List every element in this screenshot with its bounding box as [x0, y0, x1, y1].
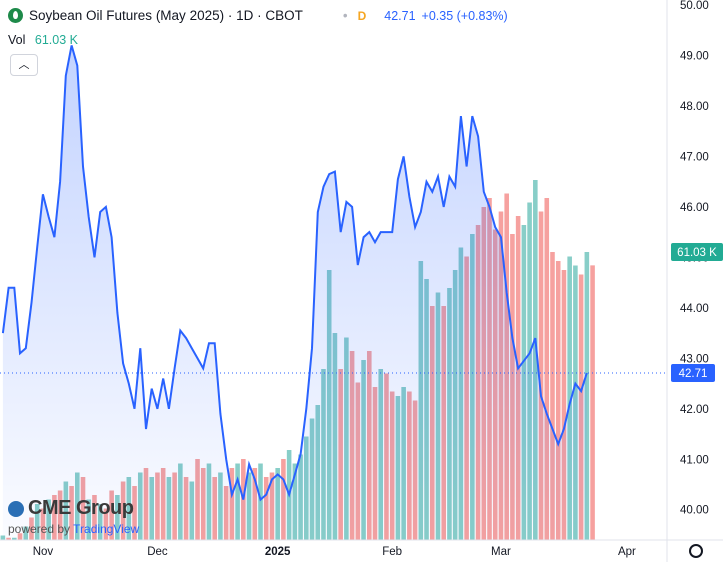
- y-tick-label: 43.00: [680, 353, 709, 365]
- volume-tag-box: [671, 243, 723, 261]
- volume-bar: [550, 252, 555, 540]
- chart-header: Soybean Oil Futures (May 2025) · 1D · CB…: [8, 8, 508, 23]
- cme-logo[interactable]: CME Group powered by TradingView: [8, 497, 139, 536]
- x-tick-label: Mar: [491, 546, 511, 558]
- axis-tags: 42.71 61.03 K: [671, 243, 723, 382]
- x-tick-label: Feb: [382, 546, 402, 558]
- price-change: +0.35 (+0.83%): [421, 8, 508, 23]
- volume-tag-label: 61.03 K: [677, 247, 717, 259]
- x-tick-label: 2025: [265, 546, 291, 558]
- collapse-legend-button[interactable]: ︿: [10, 54, 38, 76]
- y-tick-label: 48.00: [680, 101, 709, 113]
- powered-by: powered by TradingView: [8, 522, 139, 536]
- y-tick-label: 44.00: [680, 303, 709, 315]
- interval-badge: D: [357, 8, 367, 23]
- powered-prefix: powered by: [8, 522, 71, 536]
- price-area: [0, 45, 667, 541]
- y-tick-label: 42.00: [680, 404, 709, 416]
- chevron-up-icon: ︿: [18, 59, 30, 71]
- volume-bar: [0, 535, 6, 540]
- tradingview-name: TradingView: [73, 522, 140, 536]
- price-tag-box: [671, 363, 715, 382]
- y-tick-label: 40.00: [680, 505, 709, 517]
- y-tick-label: 49.00: [680, 51, 709, 63]
- separator-dot-icon: •: [342, 8, 348, 23]
- y-tick-label: 41.00: [680, 454, 709, 466]
- volume-bar: [544, 198, 550, 540]
- y-tick-label: 46.00: [680, 202, 709, 214]
- x-tick-label: Nov: [33, 546, 54, 558]
- soybean-oil-icon: [8, 8, 23, 23]
- x-tick-label: Dec: [147, 546, 168, 558]
- volume-bar: [584, 252, 590, 540]
- cme-group-brand: CME Group: [8, 497, 139, 520]
- volume-bar: [555, 261, 561, 540]
- price-line: [1, 45, 588, 502]
- cme-globe-icon: [8, 500, 24, 517]
- last-price: 42.71: [384, 8, 416, 23]
- volume-bar: [590, 265, 595, 540]
- settings-icon[interactable]: [689, 544, 703, 558]
- symbol-title[interactable]: Soybean Oil Futures (May 2025) · 1D · CB…: [29, 8, 303, 23]
- y-tick-label: 50.00: [680, 0, 709, 12]
- x-tick-label: Apr: [618, 546, 636, 558]
- volume-label: Vol: [8, 33, 26, 47]
- volume-value: 61.03 K: [34, 33, 78, 47]
- volume-legend: Vol 61.03 K: [8, 33, 78, 47]
- price-area-fill: [2, 45, 587, 541]
- volume-bar: [561, 270, 567, 540]
- brand-name: CME Group: [28, 497, 134, 519]
- volume-bar: [538, 211, 544, 540]
- price-tag-label: 42.71: [679, 368, 708, 380]
- volume-bar: [567, 256, 572, 540]
- y-tick-label: 47.00: [680, 151, 709, 163]
